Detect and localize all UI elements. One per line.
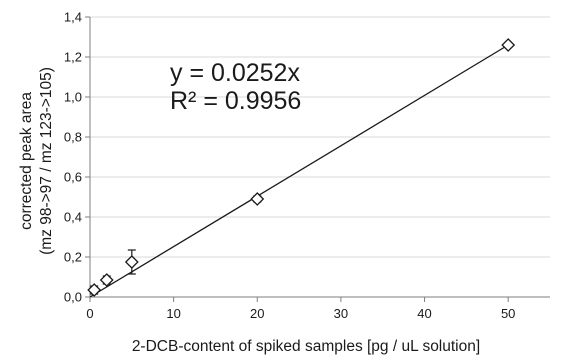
x-tick-label: 50: [501, 306, 515, 321]
y-tick-label: 1,2: [64, 50, 82, 65]
data-point-marker: [124, 255, 139, 269]
y-tick-label: 1,4: [64, 10, 82, 25]
x-tick-label: 20: [250, 306, 264, 321]
y-tick-label: 0,0: [64, 290, 82, 305]
y-tick-label: 0,6: [64, 170, 82, 185]
trendline: [89, 44, 509, 298]
grid-layer: [90, 16, 550, 258]
y-tick-label: 0,8: [64, 130, 82, 145]
y-tick-label: 0,4: [64, 210, 82, 225]
data-point-marker: [87, 283, 102, 297]
trend-layer: [89, 44, 509, 298]
y-axis-title-line-1: corrected peak area: [18, 92, 35, 230]
label-layer: y = 0.0252x R² = 0.9956 2-DCB-content of…: [18, 59, 480, 355]
x-axis-title: 2-DCB-content of spiked samples [pg / uL…: [132, 338, 480, 355]
y-tick-label: 1,0: [64, 90, 82, 105]
y-tick-label: 0,2: [64, 250, 82, 265]
data-point-marker: [250, 192, 265, 206]
r-squared-annotation: R² = 0.9956: [170, 87, 301, 115]
equation-annotation: y = 0.0252x: [170, 59, 300, 87]
data-point-marker: [99, 273, 114, 287]
data-layer: [87, 38, 516, 297]
axis-layer: 0,0 0,2 0,4 0,6 0,8 1,0 1,2 1,4 0 10 20 30 40 50: [64, 10, 550, 321]
data-point-marker: [501, 38, 516, 52]
x-tick-label: 40: [417, 306, 431, 321]
x-tick-label: 0: [86, 306, 93, 321]
x-tick-label: 10: [166, 306, 180, 321]
y-axis-title-line-2: (mz 98->97 / mz 123->105): [38, 67, 55, 255]
x-tick-label: 30: [334, 306, 348, 321]
